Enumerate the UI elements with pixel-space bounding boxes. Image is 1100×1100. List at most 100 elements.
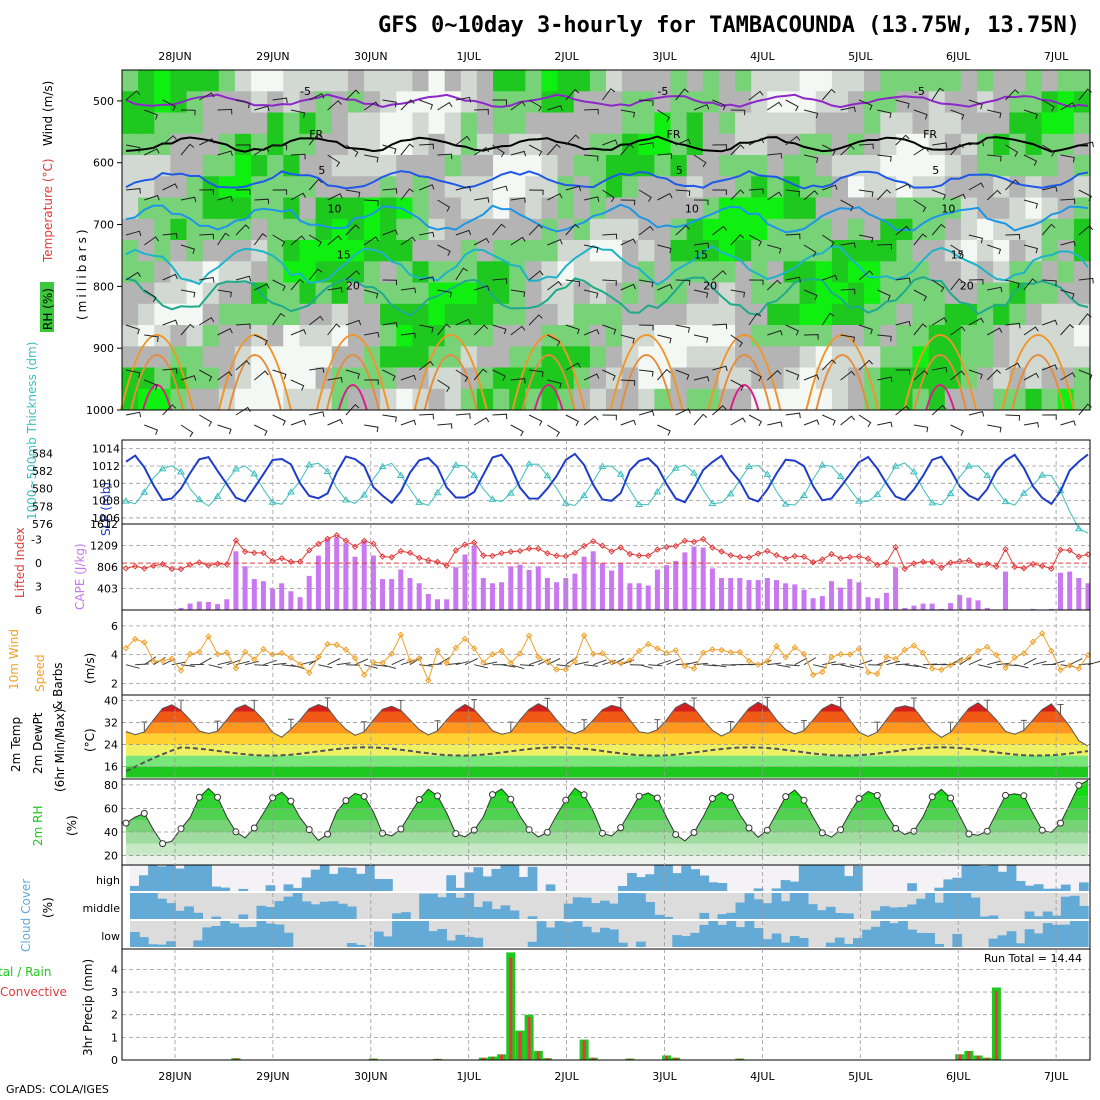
cape-bar: [975, 600, 981, 610]
slp-axis-label: SLP (mb): [99, 482, 113, 536]
rh-cell: [267, 346, 284, 369]
precip-convective-bar: [967, 1051, 971, 1060]
rh-cell: [541, 303, 559, 326]
cloud-fraction-cell: [844, 876, 854, 891]
cloud-fraction-cell: [464, 893, 475, 919]
rh-cell: [460, 261, 478, 284]
rh-cell: [735, 176, 752, 199]
surface-wind-barb: [455, 660, 470, 666]
rh-cell: [848, 133, 865, 156]
surface-wind-barb: [391, 658, 405, 666]
cloud-fraction-cell: [292, 893, 303, 919]
rh-cell: [509, 155, 526, 177]
slp-tick-label: 1006: [92, 512, 120, 525]
wind-barb: [657, 244, 672, 254]
rh-cell: [509, 197, 526, 220]
li-marker: [599, 542, 606, 549]
rh-cell: [783, 303, 801, 326]
isotherm-label: 20: [346, 280, 360, 293]
rh-cell: [1025, 155, 1043, 177]
surface-wind-barb: [510, 664, 525, 670]
surface-wind-barb: [272, 662, 287, 666]
rh-cell: [702, 282, 720, 305]
rh-cell: [396, 197, 413, 220]
rh-cell: [1025, 282, 1043, 305]
rh-band: [126, 832, 1088, 844]
rh-cell: [541, 388, 559, 411]
rh-cell: [864, 218, 881, 241]
wind-barb: [290, 329, 307, 336]
rh-cell: [831, 367, 849, 390]
temp-label-line1: 2m Temp: [9, 717, 23, 772]
thickness-marker: [1038, 471, 1047, 478]
cloud-fraction-cell: [256, 921, 267, 947]
li-marker: [837, 555, 844, 562]
wind-barb: [748, 369, 762, 382]
surface-wind-barb: [281, 664, 296, 667]
rh-cell: [170, 112, 188, 135]
cloud-fraction-cell: [889, 923, 899, 947]
cape-label: CAPE (J/kg): [73, 543, 87, 610]
wind-barb: [840, 415, 855, 426]
rh-cell: [1073, 388, 1091, 411]
li-marker: [287, 558, 295, 565]
wind10-marker: [910, 642, 918, 649]
rh-marker: [873, 791, 881, 799]
rh-cell: [493, 388, 510, 411]
rh-cell: [944, 91, 962, 114]
cloud-fraction-cell: [672, 935, 682, 947]
wind10-marker: [580, 632, 588, 639]
cloud-fraction-cell: [907, 883, 917, 891]
cloud-layer-label-high: high: [96, 874, 120, 887]
cape-bar: [719, 578, 724, 610]
thickness-marker: [781, 500, 790, 507]
rh-cell: [202, 155, 220, 177]
cloud-fraction-cell: [193, 865, 203, 891]
cape-bar: [664, 565, 669, 610]
wind10-marker: [764, 658, 771, 665]
rh-cell: [1009, 197, 1026, 220]
cloud-fraction-cell: [365, 865, 375, 891]
rh-cell: [412, 155, 430, 177]
rh-cell: [654, 176, 672, 199]
surface-wind-barb: [171, 661, 186, 666]
wind-barb: [364, 331, 380, 338]
cloud-fraction-cell: [383, 879, 393, 891]
pressure-tick-label: 800: [93, 280, 114, 293]
rh-cell: [831, 282, 849, 305]
li-marker: [562, 553, 569, 560]
cloud-fraction-cell: [735, 902, 746, 919]
wind-barb: [950, 193, 966, 201]
rh-tick-label: 20: [104, 850, 118, 863]
rh-cell: [460, 325, 478, 347]
cloud-fraction-cell: [880, 921, 890, 947]
temp-band: [126, 722, 1088, 734]
cape-bar: [270, 588, 276, 610]
rh-cell: [299, 91, 317, 114]
li-marker: [122, 565, 130, 572]
wind-barb: [1060, 420, 1076, 426]
cloud-fraction-cell: [988, 915, 999, 919]
wind10-marker: [186, 650, 194, 658]
rh-cell: [896, 240, 914, 262]
wind-barb: [419, 413, 434, 420]
wind10-marker: [782, 653, 789, 661]
wind-barb: [657, 192, 673, 201]
wind-barb: [254, 424, 268, 436]
li-marker: [150, 562, 157, 569]
cloud-fraction-cell: [581, 926, 592, 947]
isotherm-label: 10: [328, 202, 342, 215]
li-marker: [1029, 560, 1037, 568]
rh-marker: [397, 825, 405, 833]
precip-legend-convective: Convective: [0, 985, 67, 999]
wind-barb: [144, 148, 160, 156]
cloud-fraction-cell: [292, 887, 303, 891]
wind-barb: [583, 196, 600, 202]
isotherm--5: [125, 93, 1089, 109]
wind-barb: [620, 238, 636, 246]
cloud-fraction-cell: [1015, 881, 1026, 891]
cloud-fraction-cell: [1079, 905, 1089, 919]
rh-cell: [654, 218, 672, 241]
wind-barb: [785, 233, 801, 240]
wind-barb: [327, 100, 342, 111]
